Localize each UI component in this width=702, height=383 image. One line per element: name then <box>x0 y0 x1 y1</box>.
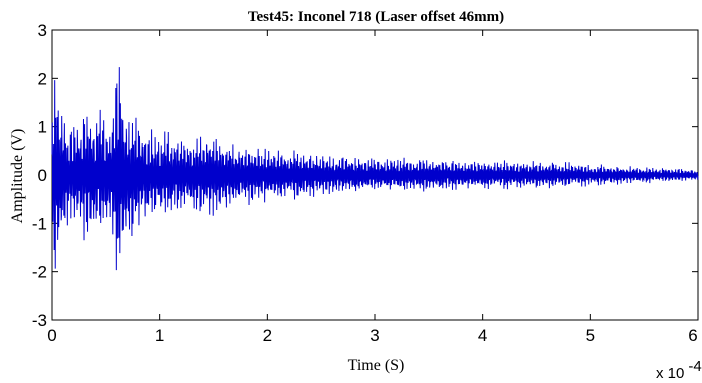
y-tick-label: 1 <box>38 118 47 137</box>
x-tick-label: 4 <box>478 326 487 345</box>
y-tick-label: 2 <box>38 69 47 88</box>
y-axis-label: Amplitude (V) <box>9 129 26 224</box>
x-multiplier-base: x 10 <box>656 365 684 382</box>
y-tick-label: 3 <box>38 21 47 40</box>
chart-title: Test45: Inconel 718 (Laser offset 46mm) <box>248 9 504 25</box>
x-tick-label: 2 <box>263 326 272 345</box>
x-axis-label: Time (S) <box>348 357 405 374</box>
x-tick-label: 5 <box>586 326 595 345</box>
y-tick-label: -1 <box>32 214 47 233</box>
x-tick-label: 0 <box>47 326 56 345</box>
x-multiplier-exponent: -4 <box>688 358 701 375</box>
x-tick-label: 3 <box>370 326 379 345</box>
x-tick-label: 6 <box>688 326 697 345</box>
y-tick-label: 0 <box>38 166 47 185</box>
y-tick-label: -2 <box>32 263 47 282</box>
x-multiplier-label: x 10 -4 <box>656 358 702 382</box>
series-line <box>51 67 699 271</box>
tick-labels: 0 1 2 3 4 5 6 3 2 1 0 -1 -2 -3 <box>32 21 698 345</box>
y-tick-label: -3 <box>32 311 47 330</box>
x-tick-label: 1 <box>155 326 164 345</box>
